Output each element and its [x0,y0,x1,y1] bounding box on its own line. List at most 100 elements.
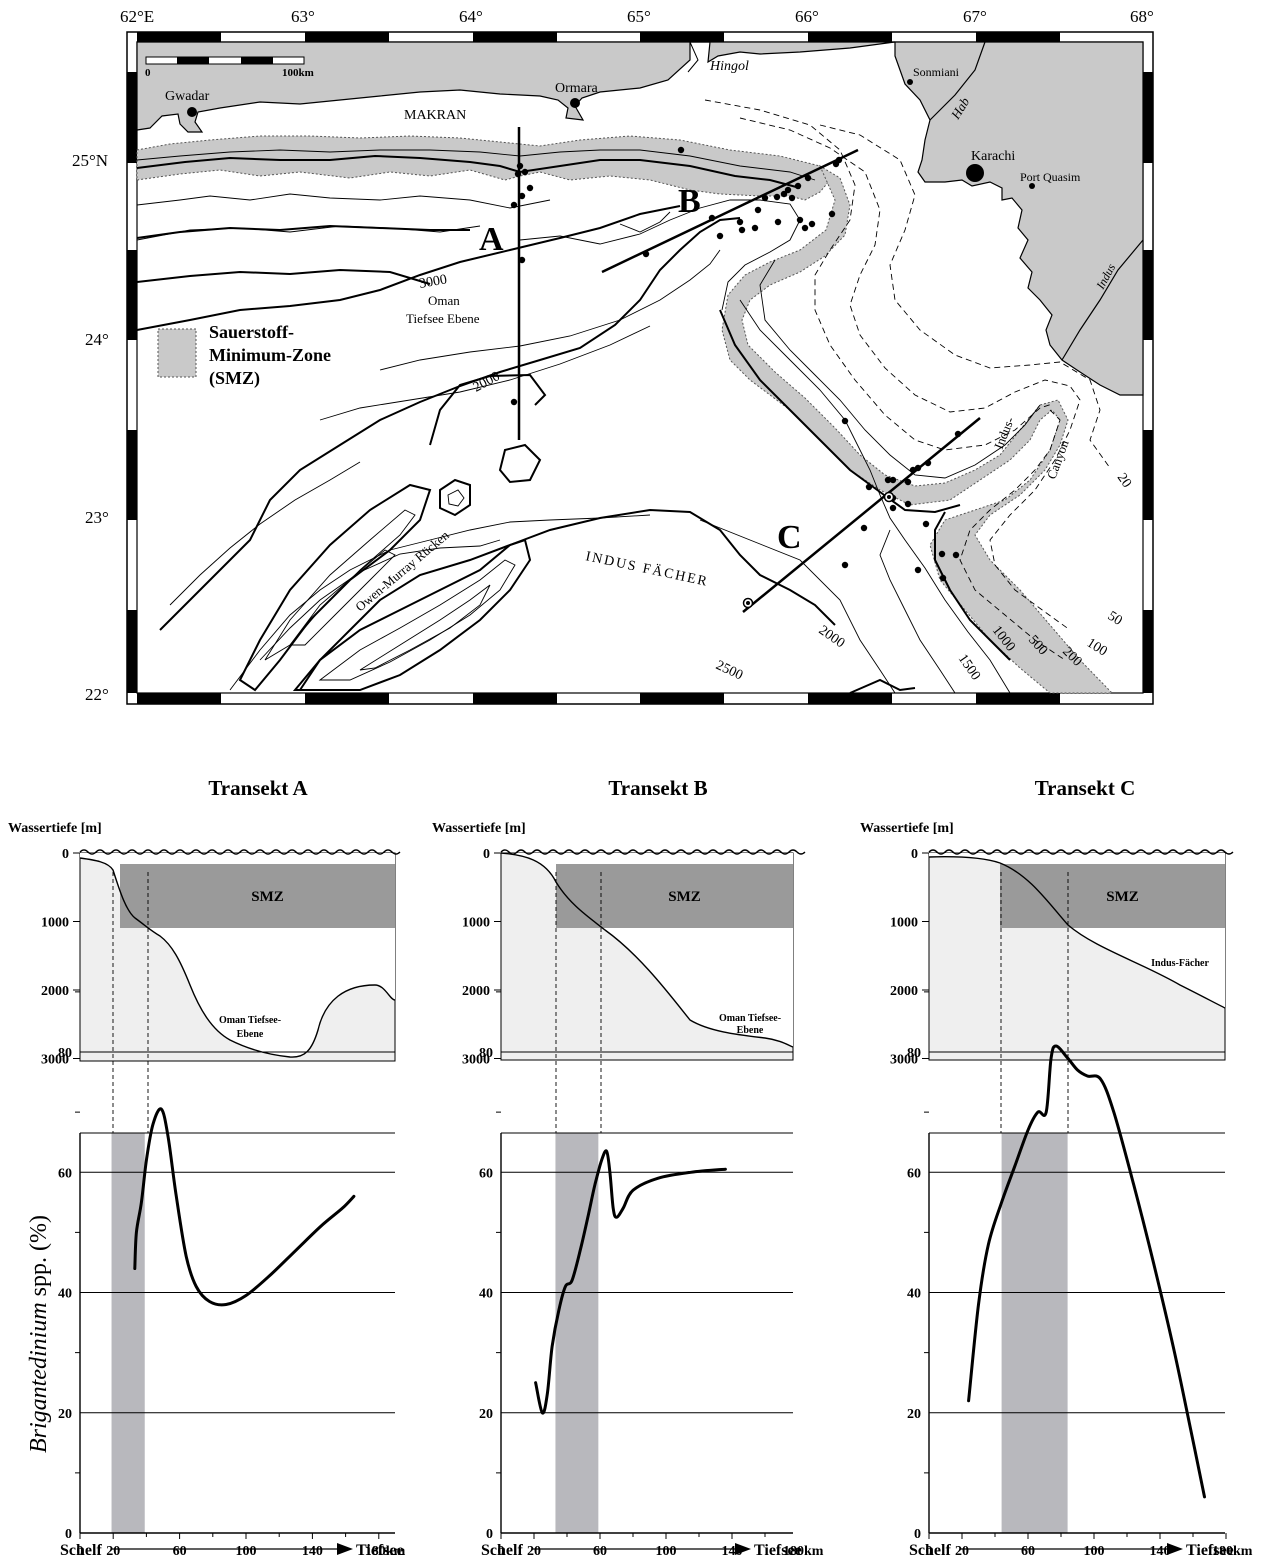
brigantedinium-series-line [133,1107,356,1307]
tiefsee-label: Tiefsee [1186,1542,1234,1559]
profile-label: Ebene [237,1029,264,1040]
smz-label: SMZ [668,889,701,905]
depth-tick-label: 2000 [41,984,69,999]
depth-tick-label: 1000 [41,916,69,931]
panel-title: Transekt B [608,776,707,800]
lon-label: 62°E [120,7,154,26]
depth-profile-line [500,852,794,1048]
sample-stations [510,146,962,582]
depth-tick-label: 3000 [41,1053,69,1068]
lat-label: 24° [85,330,109,349]
x-tick-label: 140 [1150,1544,1171,1559]
y-tick-label: 40 [58,1287,72,1302]
place-label-makran: MAKRAN [404,108,466,123]
brigantedinium-series-line [534,1149,727,1415]
place-label-gwadar: Gwadar [165,89,210,104]
depth-tick-label: 2000 [890,984,918,999]
lon-label: 65° [627,7,651,26]
lon-label: 68° [1130,7,1154,26]
x-tick-label: 60 [1021,1544,1035,1559]
lat-label: 23° [85,508,109,527]
map: 62°E 63° 64° 65° 66° 67° 68° 25°N 24° 23… [72,7,1154,705]
x-tick-label: 20 [106,1544,120,1559]
depth-tick-label: 1000 [462,916,490,931]
arrow-head [337,1543,353,1555]
arrow-head [735,1543,751,1555]
y-axis-label-genus: Brigantedinium [26,1302,52,1453]
arrow-head [1167,1543,1183,1555]
x-tick-label: 0 [77,1544,84,1559]
panel-title: Transekt A [208,776,308,800]
sea-surface [79,849,401,855]
x-tick-label: 180km [1212,1544,1253,1559]
y-tick-label: 0 [65,1527,72,1542]
x-tick-label: 0 [926,1544,933,1559]
transect-panel-b: Transekt B Wassertiefe [m] SMZ Oman Tiefsee… [432,776,824,1559]
lon-label: 64° [459,7,483,26]
y-axis-label-rest: spp. (%) [26,1215,52,1302]
lat-label: 25°N [72,151,108,170]
y-tick-label: 40 [479,1287,493,1302]
x-tick-label: 0 [498,1544,505,1559]
transect-panel-c: Transekt C Wassertiefe [m] SMZ Indus-Fächer… [860,776,1253,1559]
lon-label: 67° [963,7,987,26]
x-tick-label: 140 [302,1544,323,1559]
legend-line-3: (SMZ) [209,368,260,389]
transect-panel-a: Transekt A Wassertiefe [m] SMZ Oman Tiefsee… [8,776,406,1559]
town-port-quasim-dot [1029,183,1035,189]
contours-dashed [704,99,1111,661]
y-tick-label: 60 [58,1166,72,1181]
map-graticule-top [137,32,1060,42]
x-tick-label: 60 [593,1544,607,1559]
depth-tick-label: 3000 [462,1053,490,1068]
city-karachi-dot [966,164,984,182]
x-tick-label: 20 [955,1544,969,1559]
tiefsee-label: Tiefsee [356,1542,404,1559]
y-tick-label: 40 [907,1287,921,1302]
x-tick-label: 100 [1084,1544,1105,1559]
y-axis-label: Brigantedinium spp. (%) [26,1215,52,1453]
legend-swatch-smz [157,328,197,378]
y-tick-label: 0 [486,1527,493,1542]
profile-label: Ebene [737,1025,764,1036]
profile-label: Oman Tiefsee- [719,1013,781,1024]
lon-label: 63° [291,7,315,26]
sea-surface [500,849,806,855]
y-tick-label: 80 [907,1046,921,1061]
smz-band [556,864,793,928]
schelf-label: Schelf [481,1542,523,1559]
scale-bar: 0 100km [145,56,314,79]
smz-shaded-band [111,1133,145,1533]
place-label-sonmiani: Sonmiani [913,65,960,79]
depth-tick-label: 0 [911,847,918,862]
place-label-hingol: Hingol [709,59,749,74]
place-label-ormara: Ormara [555,81,599,96]
contour-label-50: 50 [1105,609,1125,629]
y-tick-label: 80 [479,1046,493,1061]
y-tick-label: 60 [907,1166,921,1181]
x-tick-label: 100 [236,1544,257,1559]
river-indus [1061,239,1144,361]
smz-band [120,864,395,928]
town-ormara-dot [570,98,580,108]
transect-panels: Transekt A Wassertiefe [m] SMZ Oman Tiefsee… [8,776,1253,1559]
brigantedinium-series-line [967,1044,1206,1499]
transect-label-a: A [479,221,504,258]
x-tick-label: 180km [365,1544,406,1559]
station-marker [746,601,750,605]
smz-shaded-band [1001,1133,1068,1533]
y-tick-label: 80 [58,1046,72,1061]
depth-profile-line [928,856,1226,1009]
tiefsee-label: Tiefsee [754,1542,802,1559]
land-sonmiani [690,41,896,64]
place-label-port-quasim: Port Quasim [1020,170,1081,184]
map-graticule-left [127,72,137,693]
depth-tick-label: 1000 [890,916,918,931]
x-tick-label: 20 [527,1544,541,1559]
depth-axis-label: Wassertiefe [m] [860,821,954,836]
y-tick-label: 0 [914,1527,921,1542]
y-tick-label: 20 [907,1407,921,1422]
profile-label: Oman Tiefsee- [219,1015,281,1026]
